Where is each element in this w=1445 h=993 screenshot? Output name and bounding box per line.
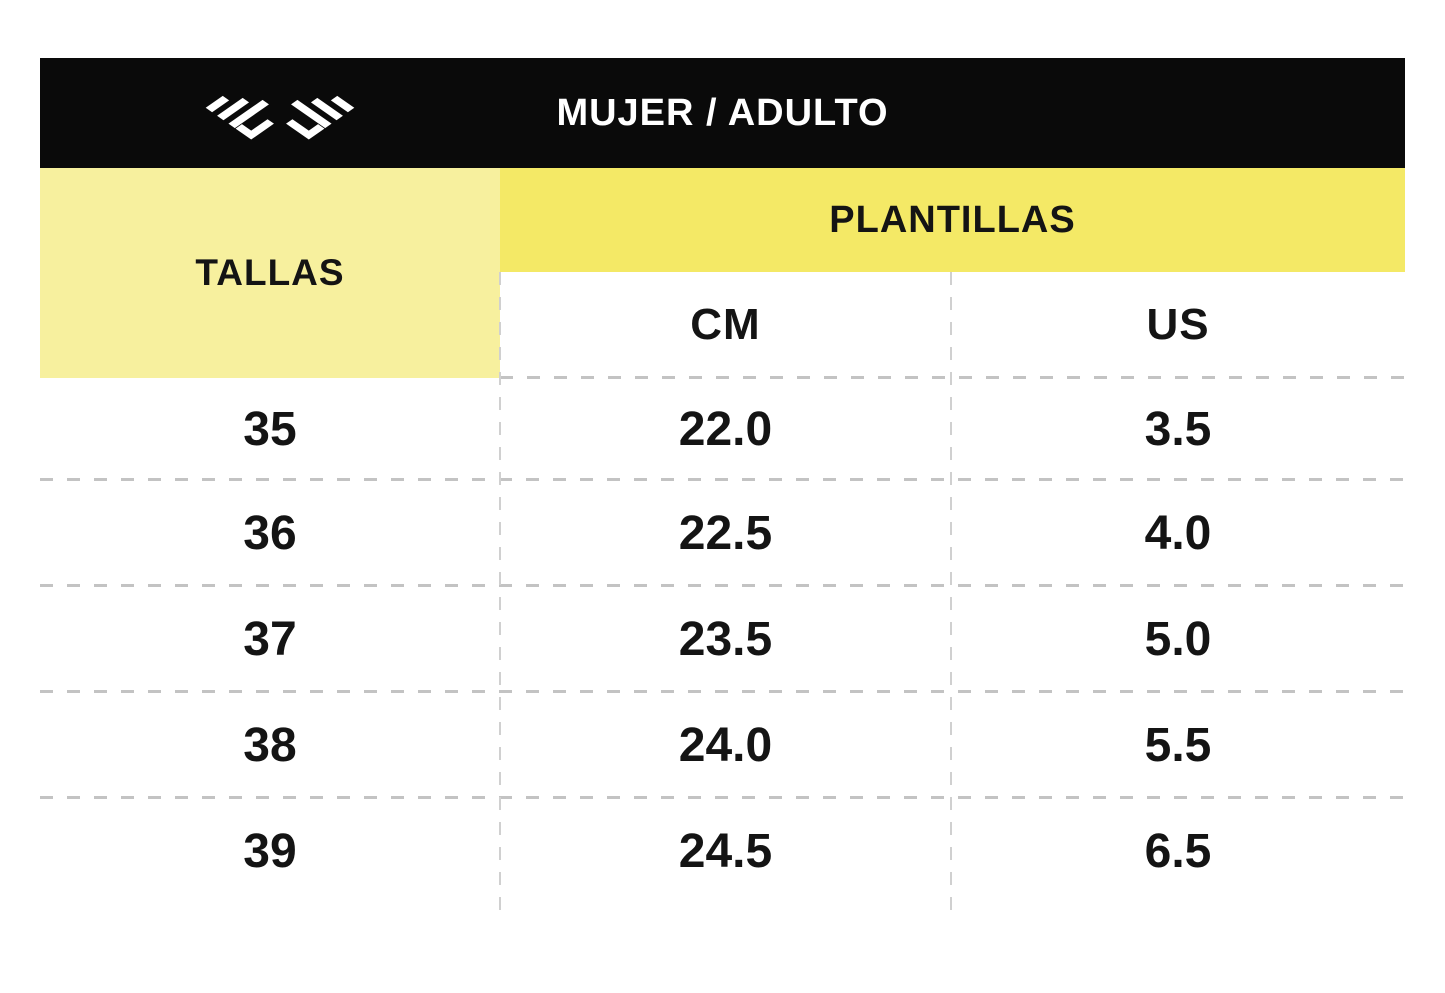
size-chart-table: MUJER / ADULTO TALLAS PLANTILLAS CM US 3… bbox=[40, 58, 1405, 912]
us-column-header: US bbox=[951, 272, 1405, 378]
talla-value: 36 bbox=[40, 480, 500, 586]
cm-value: 22.0 bbox=[500, 378, 951, 480]
plantillas-group-header: PLANTILLAS bbox=[500, 168, 1405, 272]
cm-column-header: CM bbox=[500, 272, 951, 378]
cm-value: 24.5 bbox=[500, 798, 951, 904]
talla-value: 38 bbox=[40, 692, 500, 798]
talla-value: 39 bbox=[40, 798, 500, 904]
table-header-bar: MUJER / ADULTO bbox=[40, 58, 1405, 168]
talla-value: 37 bbox=[40, 586, 500, 692]
us-value: 5.5 bbox=[951, 692, 1405, 798]
cm-value: 24.0 bbox=[500, 692, 951, 798]
us-value: 6.5 bbox=[951, 798, 1405, 904]
cm-value: 22.5 bbox=[500, 480, 951, 586]
us-value: 5.0 bbox=[951, 586, 1405, 692]
tallas-column-header: TALLAS bbox=[40, 168, 500, 378]
us-value: 3.5 bbox=[951, 378, 1405, 480]
header-title: MUJER / ADULTO bbox=[556, 91, 889, 134]
cm-value: 23.5 bbox=[500, 586, 951, 692]
us-value: 4.0 bbox=[951, 480, 1405, 586]
double-w-brand-logo-icon bbox=[205, 95, 355, 140]
talla-value: 35 bbox=[40, 378, 500, 480]
